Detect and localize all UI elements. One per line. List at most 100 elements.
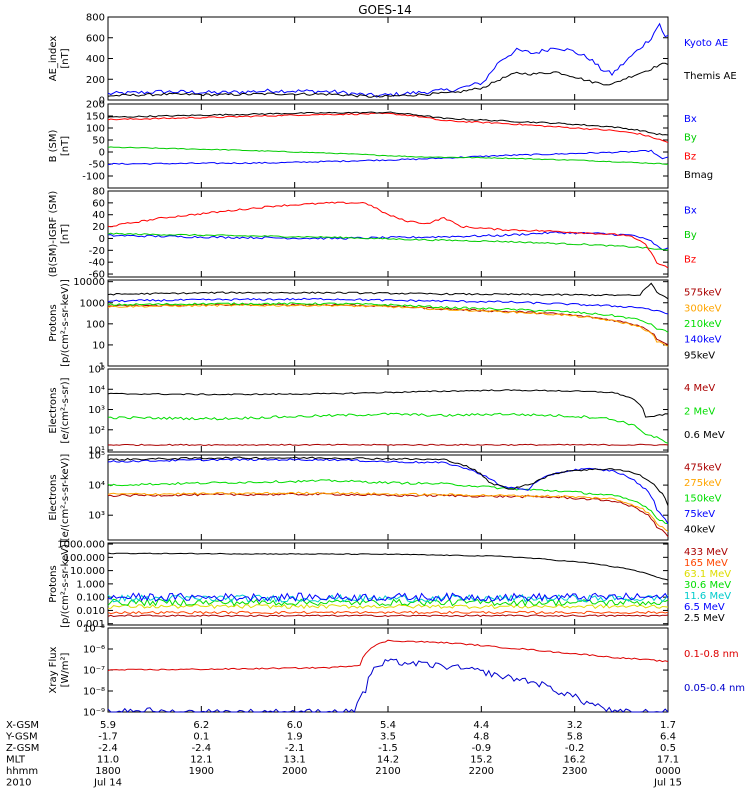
y-tick-label-bfield: 100	[86, 124, 105, 135]
ephemeris-value: 14.2	[377, 755, 399, 766]
ephemeris-value: 11.0	[97, 755, 119, 766]
legend-label-bfield: Bmag	[684, 170, 713, 181]
y-axis-label-bfield: B (SM)	[48, 129, 59, 162]
legend-label-protons: 210keV	[684, 319, 722, 330]
ephemeris-value: -1.7	[98, 732, 118, 743]
series-line-protons_hi-0	[107, 614, 669, 618]
y-axis-label-protons: Protons	[48, 304, 59, 341]
ephemeris-row-label: hhmm	[6, 766, 38, 777]
y-tick-label-protons: 10	[92, 340, 105, 351]
ephemeris-value: 12.1	[190, 755, 212, 766]
y-tick-label-ae: 400	[86, 54, 105, 65]
legend-label-protons: 575keV	[684, 288, 722, 299]
ephemeris-value: 2000	[282, 766, 307, 777]
y-tick-label-xray: 10⁻⁶	[83, 645, 105, 656]
series-line-bdiff-2	[107, 201, 669, 269]
y-tick-label-electrons_hi: 10⁴	[88, 385, 105, 396]
series-line-electrons_lo-2	[107, 479, 669, 525]
y-tick-label-electrons_lo: 10⁴	[88, 481, 105, 492]
ephemeris-value: -0.2	[565, 743, 585, 754]
y-tick-label-bdiff: 0	[99, 234, 105, 245]
legend-label-bdiff: Bx	[684, 205, 697, 216]
series-line-electrons_hi-2	[107, 389, 669, 418]
y-tick-label-protons_hi: 1.000	[76, 579, 105, 590]
legend-label-electrons_lo: 150keV	[684, 494, 722, 505]
panel-frame-electrons_lo	[107, 454, 669, 541]
y-tick-label-xray: 10⁻⁷	[83, 666, 105, 677]
legend-label-bfield: By	[684, 133, 697, 144]
y-axis-label-ae: [nT]	[60, 48, 71, 68]
y-tick-label-xray: 10⁻⁸	[83, 687, 105, 698]
y-axis-label-bdiff: [nT]	[60, 224, 71, 244]
y-axis-label-electrons_hi: [e/(cm²-s-sr)]	[60, 377, 71, 443]
ephemeris-value: 6.2	[193, 720, 209, 731]
series-line-protons_hi-4	[107, 593, 669, 603]
ephemeris-value: Jul 14	[93, 778, 122, 789]
y-tick-label-protons: 1000	[80, 298, 105, 309]
y-tick-label-bfield: 0	[99, 148, 105, 159]
y-tick-label-electrons_hi: 10²	[88, 425, 105, 436]
legend-label-protons_hi: 2.5 MeV	[684, 613, 725, 624]
ephemeris-value: 1900	[189, 766, 214, 777]
ephemeris-value: 13.1	[284, 755, 306, 766]
ephemeris-value: 3.2	[567, 720, 583, 731]
series-line-ae-0	[107, 22, 669, 98]
series-line-bfield-1	[107, 146, 669, 165]
series-line-ae-1	[107, 62, 669, 98]
ephemeris-value: -2.4	[192, 743, 212, 754]
y-tick-label-bfield: 150	[86, 112, 105, 123]
legend-label-electrons_lo: 75keV	[684, 509, 715, 520]
legend-label-ae: Kyoto AE	[684, 38, 728, 49]
ephemeris-value: 3.5	[380, 732, 396, 743]
series-line-protons_hi-5	[107, 592, 669, 603]
y-tick-label-bfield: -50	[89, 160, 105, 171]
series-line-protons_hi-1	[107, 610, 669, 615]
ephemeris-value: 4.4	[473, 720, 489, 731]
series-line-protons-0	[107, 303, 669, 346]
y-tick-label-xray: 10⁻⁵	[83, 624, 105, 635]
ephemeris-value: 15.2	[470, 755, 492, 766]
legend-label-bfield: Bz	[684, 151, 696, 162]
legend-label-electrons_hi: 0.6 MeV	[684, 430, 725, 441]
y-tick-label-bdiff: 20	[92, 222, 105, 233]
y-tick-label-electrons_lo: 10⁵	[88, 451, 105, 462]
ephemeris-row-label: 2010	[6, 778, 31, 789]
ephemeris-value: 1.9	[287, 732, 303, 743]
y-tick-label-bfield: 50	[92, 136, 105, 147]
legend-label-bdiff: Bz	[684, 255, 696, 266]
y-tick-label-protons: 10000	[73, 277, 105, 288]
ephemeris-value: -2.4	[98, 743, 118, 754]
legend-label-protons: 95keV	[684, 350, 715, 361]
ephemeris-value: 1.7	[660, 720, 676, 731]
series-line-bfield-2	[107, 112, 669, 144]
y-tick-label-electrons_hi: 10¹	[88, 446, 105, 457]
series-line-electrons_lo-1	[107, 491, 669, 532]
y-tick-label-bfield: -100	[82, 172, 105, 183]
panel-frame-protons_hi	[107, 542, 669, 626]
panel-frame-ae	[107, 16, 669, 101]
ephemeris-value: 1800	[95, 766, 120, 777]
y-axis-label-ae: AE_index	[48, 36, 59, 82]
ephemeris-row-label: MLT	[6, 755, 26, 766]
y-tick-label-electrons_hi: 10³	[88, 405, 105, 416]
y-axis-label-bfield: [nT]	[60, 136, 71, 156]
ephemeris-value: 16.2	[564, 755, 586, 766]
y-tick-label-protons_hi: 1000.000	[57, 540, 105, 551]
series-line-protons-2	[107, 302, 669, 333]
ephemeris-value: 0.1	[193, 732, 209, 743]
legend-label-ae: Themis AE	[683, 71, 737, 82]
legend-label-protons_hi: 165 MeV	[684, 558, 728, 569]
chart-title: GOES-14	[358, 3, 412, 17]
legend-label-electrons_hi: 4 MeV	[684, 383, 715, 394]
series-line-bfield-3	[107, 111, 669, 136]
series-line-bdiff-1	[107, 232, 669, 251]
y-tick-label-ae: 200	[86, 75, 105, 86]
legend-label-protons_hi: 63.1 MeV	[684, 569, 731, 580]
ephemeris-value: 6.0	[287, 720, 303, 731]
y-tick-label-bdiff: -20	[89, 246, 105, 257]
legend-label-bdiff: By	[684, 230, 697, 241]
y-axis-label-electrons_lo: Electrons	[48, 474, 59, 520]
legend-label-protons: 140keV	[684, 335, 722, 346]
y-tick-label-bdiff: 80	[92, 187, 105, 198]
